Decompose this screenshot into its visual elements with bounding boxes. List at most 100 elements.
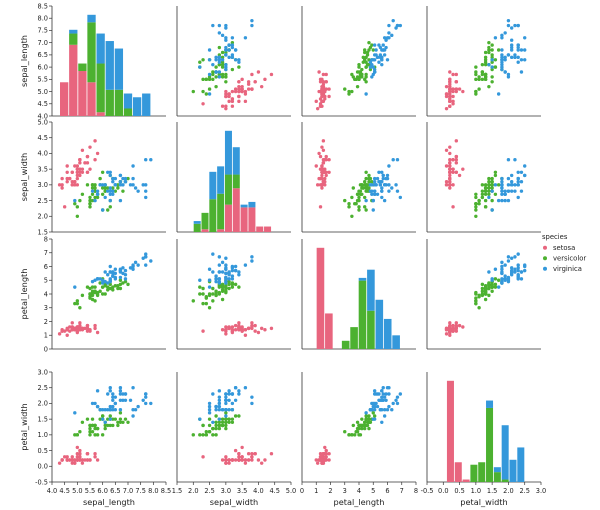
histogram-bar-versicolor-bin-1 [69,33,78,45]
scatter-point-virginica-3 [220,58,225,62]
scatter-point-virginica-22 [395,401,400,406]
scatter-point-versicolor-27 [371,48,375,52]
scatter-point-setosa-13 [224,106,228,111]
scatter-point-versicolor-32 [214,426,218,431]
scatter-point-virginica-46 [108,198,112,203]
scatter-point-virginica-6 [73,285,77,289]
scatter-point-versicolor-40 [88,426,92,431]
scatter-point-virginica-48 [106,273,110,277]
scatter-point-setosa-24 [237,321,241,325]
scatter-point-setosa-34 [321,180,326,184]
scatter-point-versicolor-39 [88,423,92,428]
scatter-point-versicolor-29 [474,195,478,200]
scatter-point-virginica-15 [230,274,235,278]
scatter-point-setosa-14 [256,70,261,74]
scatter-point-versicolor-20 [368,67,373,72]
scatter-point-setosa-13 [315,106,320,111]
histogram-bar-versicolor-bin-0 [193,223,201,232]
scatter-point-virginica-32 [513,189,517,193]
scatter-point-virginica-37 [378,408,383,412]
scatter-point-setosa-49 [233,328,238,332]
scatter-point-versicolor-44 [483,192,488,196]
scatter-point-virginica-47 [506,275,511,280]
scatter-point-virginica-24 [118,398,123,402]
scatter-point-virginica-24 [509,48,514,52]
scatter-point-versicolor-35 [100,414,105,418]
scatter-point-virginica-17 [250,395,254,399]
scatter-point-virginica-24 [233,398,238,402]
scatter-point-virginica-17 [513,23,517,28]
scatter-point-versicolor-18 [490,60,494,64]
scatter-point-versicolor-40 [88,286,92,291]
scatter-point-virginica-47 [113,275,118,280]
scatter-point-virginica-31 [149,259,153,263]
scatter-point-versicolor-30 [88,430,92,434]
scatter-point-virginica-17 [395,395,400,399]
histogram-bar-setosa-bin-6 [240,207,248,232]
scatter-point-virginica-0 [523,58,527,62]
scatter-point-virginica-36 [108,170,112,174]
scatter-point-versicolor-39 [88,292,92,296]
scatter-point-virginica-32 [111,189,115,193]
scatter-point-versicolor-49 [358,72,363,77]
x-axis-label-sepal_width: sepal_width [210,497,258,507]
scatter-point-versicolor-7 [204,92,209,96]
scatter-point-setosa-46 [250,87,254,91]
scatter-point-versicolor-43 [75,301,80,306]
scatter-point-virginica-5 [141,256,145,260]
x-tick-label: -0.5 [421,487,434,495]
scatter-point-virginica-9 [523,164,527,168]
scatter-point-versicolor-42 [211,70,215,74]
scatter-point-versicolor-30 [204,430,209,434]
scatter-point-setosa-40 [240,329,244,333]
scatter-point-versicolor-40 [363,426,367,431]
y-tick-label: 0.0 [38,463,49,471]
scatter-point-virginica-9 [523,263,527,267]
scatter-point-virginica-16 [113,408,118,412]
scatter-point-setosa-44 [250,452,254,456]
scatter-point-virginica-16 [378,183,383,187]
scatter-point-setosa-43 [461,325,465,329]
x-tick-label: 5.0 [72,487,83,495]
scatter-point-versicolor-12 [198,292,202,296]
scatter-point-setosa-13 [444,106,449,111]
scatter-point-versicolor-10 [191,433,195,437]
scatter-point-virginica-27 [103,183,107,187]
scatter-point-versicolor-8 [116,284,120,288]
scatter-point-versicolor-17 [214,433,218,437]
scatter-point-virginica-29 [224,267,228,271]
scatter-point-setosa-47 [230,99,235,104]
scatter-point-versicolor-42 [480,292,485,296]
scatter-point-versicolor-36 [118,282,123,287]
histogram-bar-versicolor-bin-6 [493,472,501,482]
scatter-point-virginica-12 [121,271,125,276]
scatter-point-setosa-46 [78,325,82,329]
scatter-point-versicolor-19 [90,293,95,298]
scatter-point-setosa-49 [75,458,80,462]
scatter-point-setosa-29 [230,325,235,329]
scatter-point-virginica-35 [516,263,520,267]
scatter-point-virginica-35 [224,263,228,267]
scatter-point-virginica-7 [133,408,138,412]
scatter-point-setosa-45 [70,328,74,332]
x-axis-label-sepal_length: sepal_length [83,497,135,507]
x-tick-label: 8.5 [161,487,172,495]
scatter-point-versicolor-21 [103,292,107,296]
scatter-point-virginica-46 [503,198,507,203]
scatter-point-virginica-6 [364,198,368,203]
scatter-point-virginica-33 [108,189,112,193]
scatter-point-setosa-31 [85,170,90,174]
scatter-point-versicolor-45 [360,426,364,431]
scatter-point-versicolor-8 [483,284,488,288]
scatter-point-virginica-41 [372,43,377,47]
scatter-point-setosa-43 [75,445,80,450]
scatter-point-versicolor-7 [73,202,77,206]
scatter-point-versicolor-46 [93,186,97,190]
histogram-bar-versicolor-bin-6 [367,310,375,349]
scatter-point-setosa-44 [327,87,331,91]
scatter-point-setosa-39 [448,170,452,174]
scatter-point-setosa-22 [65,164,69,168]
scatter-point-virginica-43 [230,392,235,396]
x-tick-label: 0.5 [454,487,465,495]
scatter-point-setosa-41 [451,102,455,106]
